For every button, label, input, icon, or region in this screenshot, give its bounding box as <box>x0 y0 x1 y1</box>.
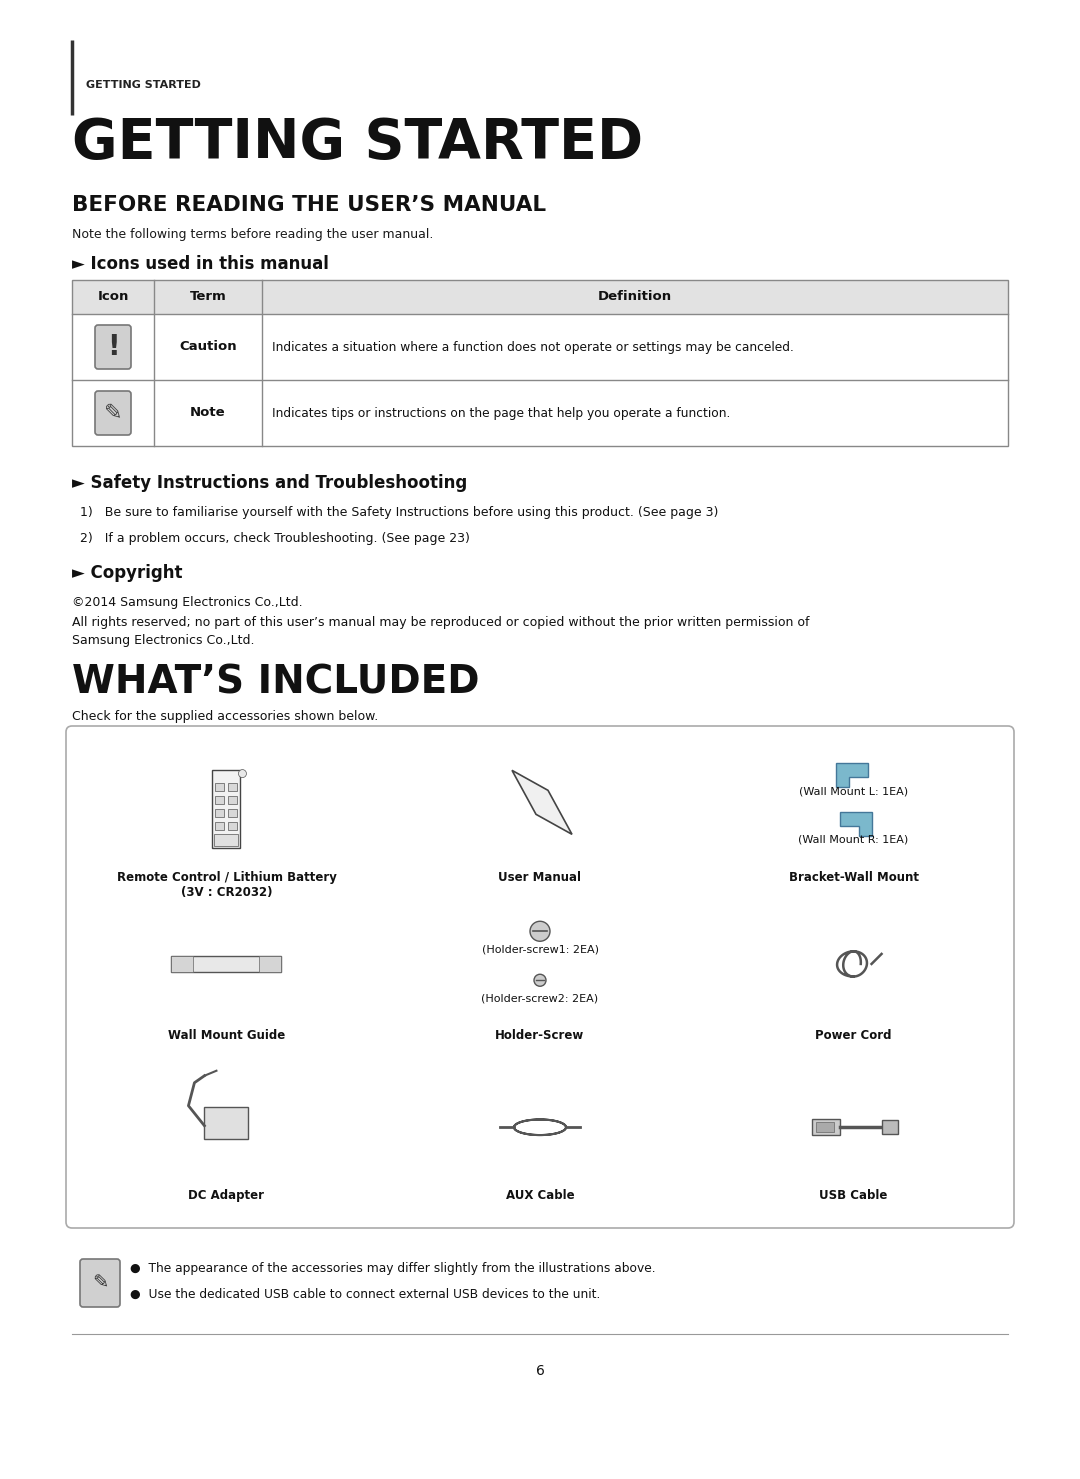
Text: ●  The appearance of the accessories may differ slightly from the illustrations : ● The appearance of the accessories may … <box>130 1262 656 1275</box>
Bar <box>213 769 241 847</box>
Text: All rights reserved; no part of this user’s manual may be reproduced or copied w: All rights reserved; no part of this use… <box>72 615 810 629</box>
Bar <box>72 280 1008 447</box>
Bar <box>215 809 225 816</box>
Bar <box>229 809 238 816</box>
Bar <box>204 1106 248 1139</box>
Bar <box>172 955 282 972</box>
Bar <box>215 796 225 803</box>
Text: Note: Note <box>190 407 226 420</box>
Bar <box>881 1120 897 1134</box>
Text: GETTING STARTED: GETTING STARTED <box>86 80 201 90</box>
Text: Remote Control / Lithium Battery
(3V : CR2032): Remote Control / Lithium Battery (3V : C… <box>117 871 336 899</box>
Circle shape <box>239 769 246 778</box>
Text: 2)   If a problem occurs, check Troubleshooting. (See page 23): 2) If a problem occurs, check Troublesho… <box>80 532 470 544</box>
Text: Note the following terms before reading the user manual.: Note the following terms before reading … <box>72 228 433 241</box>
Polygon shape <box>836 763 867 787</box>
Text: USB Cable: USB Cable <box>820 1189 888 1202</box>
Text: Holder-Screw: Holder-Screw <box>496 1029 584 1043</box>
Text: 1)   Be sure to familiarise yourself with the Safety Instructions before using t: 1) Be sure to familiarise yourself with … <box>80 506 718 519</box>
Text: 6: 6 <box>536 1364 544 1378</box>
Text: ©2014 Samsung Electronics Co.,Ltd.: ©2014 Samsung Electronics Co.,Ltd. <box>72 596 302 609</box>
Text: ✎: ✎ <box>104 402 122 423</box>
Text: Samsung Electronics Co.,Ltd.: Samsung Electronics Co.,Ltd. <box>72 634 255 646</box>
Text: Term: Term <box>190 290 227 303</box>
Bar <box>815 1123 834 1133</box>
Text: Wall Mount Guide: Wall Mount Guide <box>167 1029 285 1043</box>
Text: BEFORE READING THE USER’S MANUAL: BEFORE READING THE USER’S MANUAL <box>72 195 546 214</box>
Bar <box>172 955 193 972</box>
Bar <box>215 834 239 846</box>
Bar <box>229 822 238 830</box>
Bar <box>259 955 282 972</box>
Text: DC Adapter: DC Adapter <box>188 1189 265 1202</box>
FancyBboxPatch shape <box>95 390 131 435</box>
Text: Icon: Icon <box>97 290 129 303</box>
Text: (Holder-screw1: 2EA): (Holder-screw1: 2EA) <box>482 944 598 954</box>
Polygon shape <box>512 771 572 834</box>
Text: ► Icons used in this manual: ► Icons used in this manual <box>72 254 329 274</box>
Bar <box>229 782 238 791</box>
Text: Indicates a situation where a function does not operate or settings may be cance: Indicates a situation where a function d… <box>272 340 794 353</box>
Bar <box>215 782 225 791</box>
Text: ► Copyright: ► Copyright <box>72 563 183 583</box>
Text: !: ! <box>107 333 119 361</box>
Bar <box>215 822 225 830</box>
Text: (Wall Mount L: 1EA): (Wall Mount L: 1EA) <box>799 785 908 796</box>
Text: Indicates tips or instructions on the page that help you operate a function.: Indicates tips or instructions on the pa… <box>272 407 730 420</box>
Bar <box>72 280 1008 314</box>
Text: Bracket-Wall Mount: Bracket-Wall Mount <box>788 871 919 884</box>
Bar <box>72 280 1008 447</box>
Text: GETTING STARTED: GETTING STARTED <box>72 115 643 170</box>
Text: ► Safety Instructions and Troubleshooting: ► Safety Instructions and Troubleshootin… <box>72 473 468 493</box>
Text: Power Cord: Power Cord <box>815 1029 892 1043</box>
Text: WHAT’S INCLUDED: WHAT’S INCLUDED <box>72 664 480 703</box>
Bar <box>229 796 238 803</box>
Text: ✎: ✎ <box>92 1273 108 1293</box>
Text: (Wall Mount R: 1EA): (Wall Mount R: 1EA) <box>798 836 908 845</box>
Circle shape <box>530 921 550 941</box>
FancyBboxPatch shape <box>95 325 131 368</box>
Text: (Holder-screw2: 2EA): (Holder-screw2: 2EA) <box>482 994 598 1003</box>
Circle shape <box>534 975 546 986</box>
Text: ●  Use the dedicated USB cable to connect external USB devices to the unit.: ● Use the dedicated USB cable to connect… <box>130 1288 600 1302</box>
Text: Definition: Definition <box>598 290 672 303</box>
Text: User Manual: User Manual <box>499 871 581 884</box>
Text: Check for the supplied accessories shown below.: Check for the supplied accessories shown… <box>72 710 378 723</box>
FancyBboxPatch shape <box>66 726 1014 1228</box>
FancyBboxPatch shape <box>80 1259 120 1307</box>
Bar <box>811 1120 839 1136</box>
Text: Caution: Caution <box>179 340 237 353</box>
Text: AUX Cable: AUX Cable <box>505 1189 575 1202</box>
Polygon shape <box>839 812 872 836</box>
